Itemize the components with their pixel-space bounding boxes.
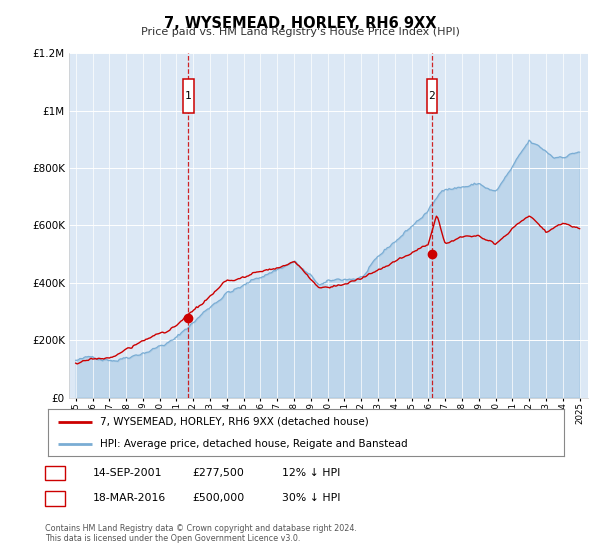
Text: 30% ↓ HPI: 30% ↓ HPI <box>282 493 341 503</box>
FancyBboxPatch shape <box>427 79 437 114</box>
Text: 1: 1 <box>185 91 192 101</box>
Text: 18-MAR-2016: 18-MAR-2016 <box>93 493 166 503</box>
Text: 7, WYSEMEAD, HORLEY, RH6 9XX (detached house): 7, WYSEMEAD, HORLEY, RH6 9XX (detached h… <box>100 417 368 427</box>
Text: 7, WYSEMEAD, HORLEY, RH6 9XX: 7, WYSEMEAD, HORLEY, RH6 9XX <box>164 16 436 31</box>
Text: 2: 2 <box>428 91 436 101</box>
Text: 2: 2 <box>52 493 58 503</box>
Text: £277,500: £277,500 <box>192 468 244 478</box>
Text: HPI: Average price, detached house, Reigate and Banstead: HPI: Average price, detached house, Reig… <box>100 438 407 449</box>
Text: £500,000: £500,000 <box>192 493 244 503</box>
FancyBboxPatch shape <box>183 79 194 114</box>
Text: 12% ↓ HPI: 12% ↓ HPI <box>282 468 340 478</box>
Text: 1: 1 <box>52 468 58 478</box>
Text: This data is licensed under the Open Government Licence v3.0.: This data is licensed under the Open Gov… <box>45 534 301 543</box>
Text: Contains HM Land Registry data © Crown copyright and database right 2024.: Contains HM Land Registry data © Crown c… <box>45 524 357 533</box>
Text: Price paid vs. HM Land Registry's House Price Index (HPI): Price paid vs. HM Land Registry's House … <box>140 27 460 37</box>
Text: 14-SEP-2001: 14-SEP-2001 <box>93 468 163 478</box>
